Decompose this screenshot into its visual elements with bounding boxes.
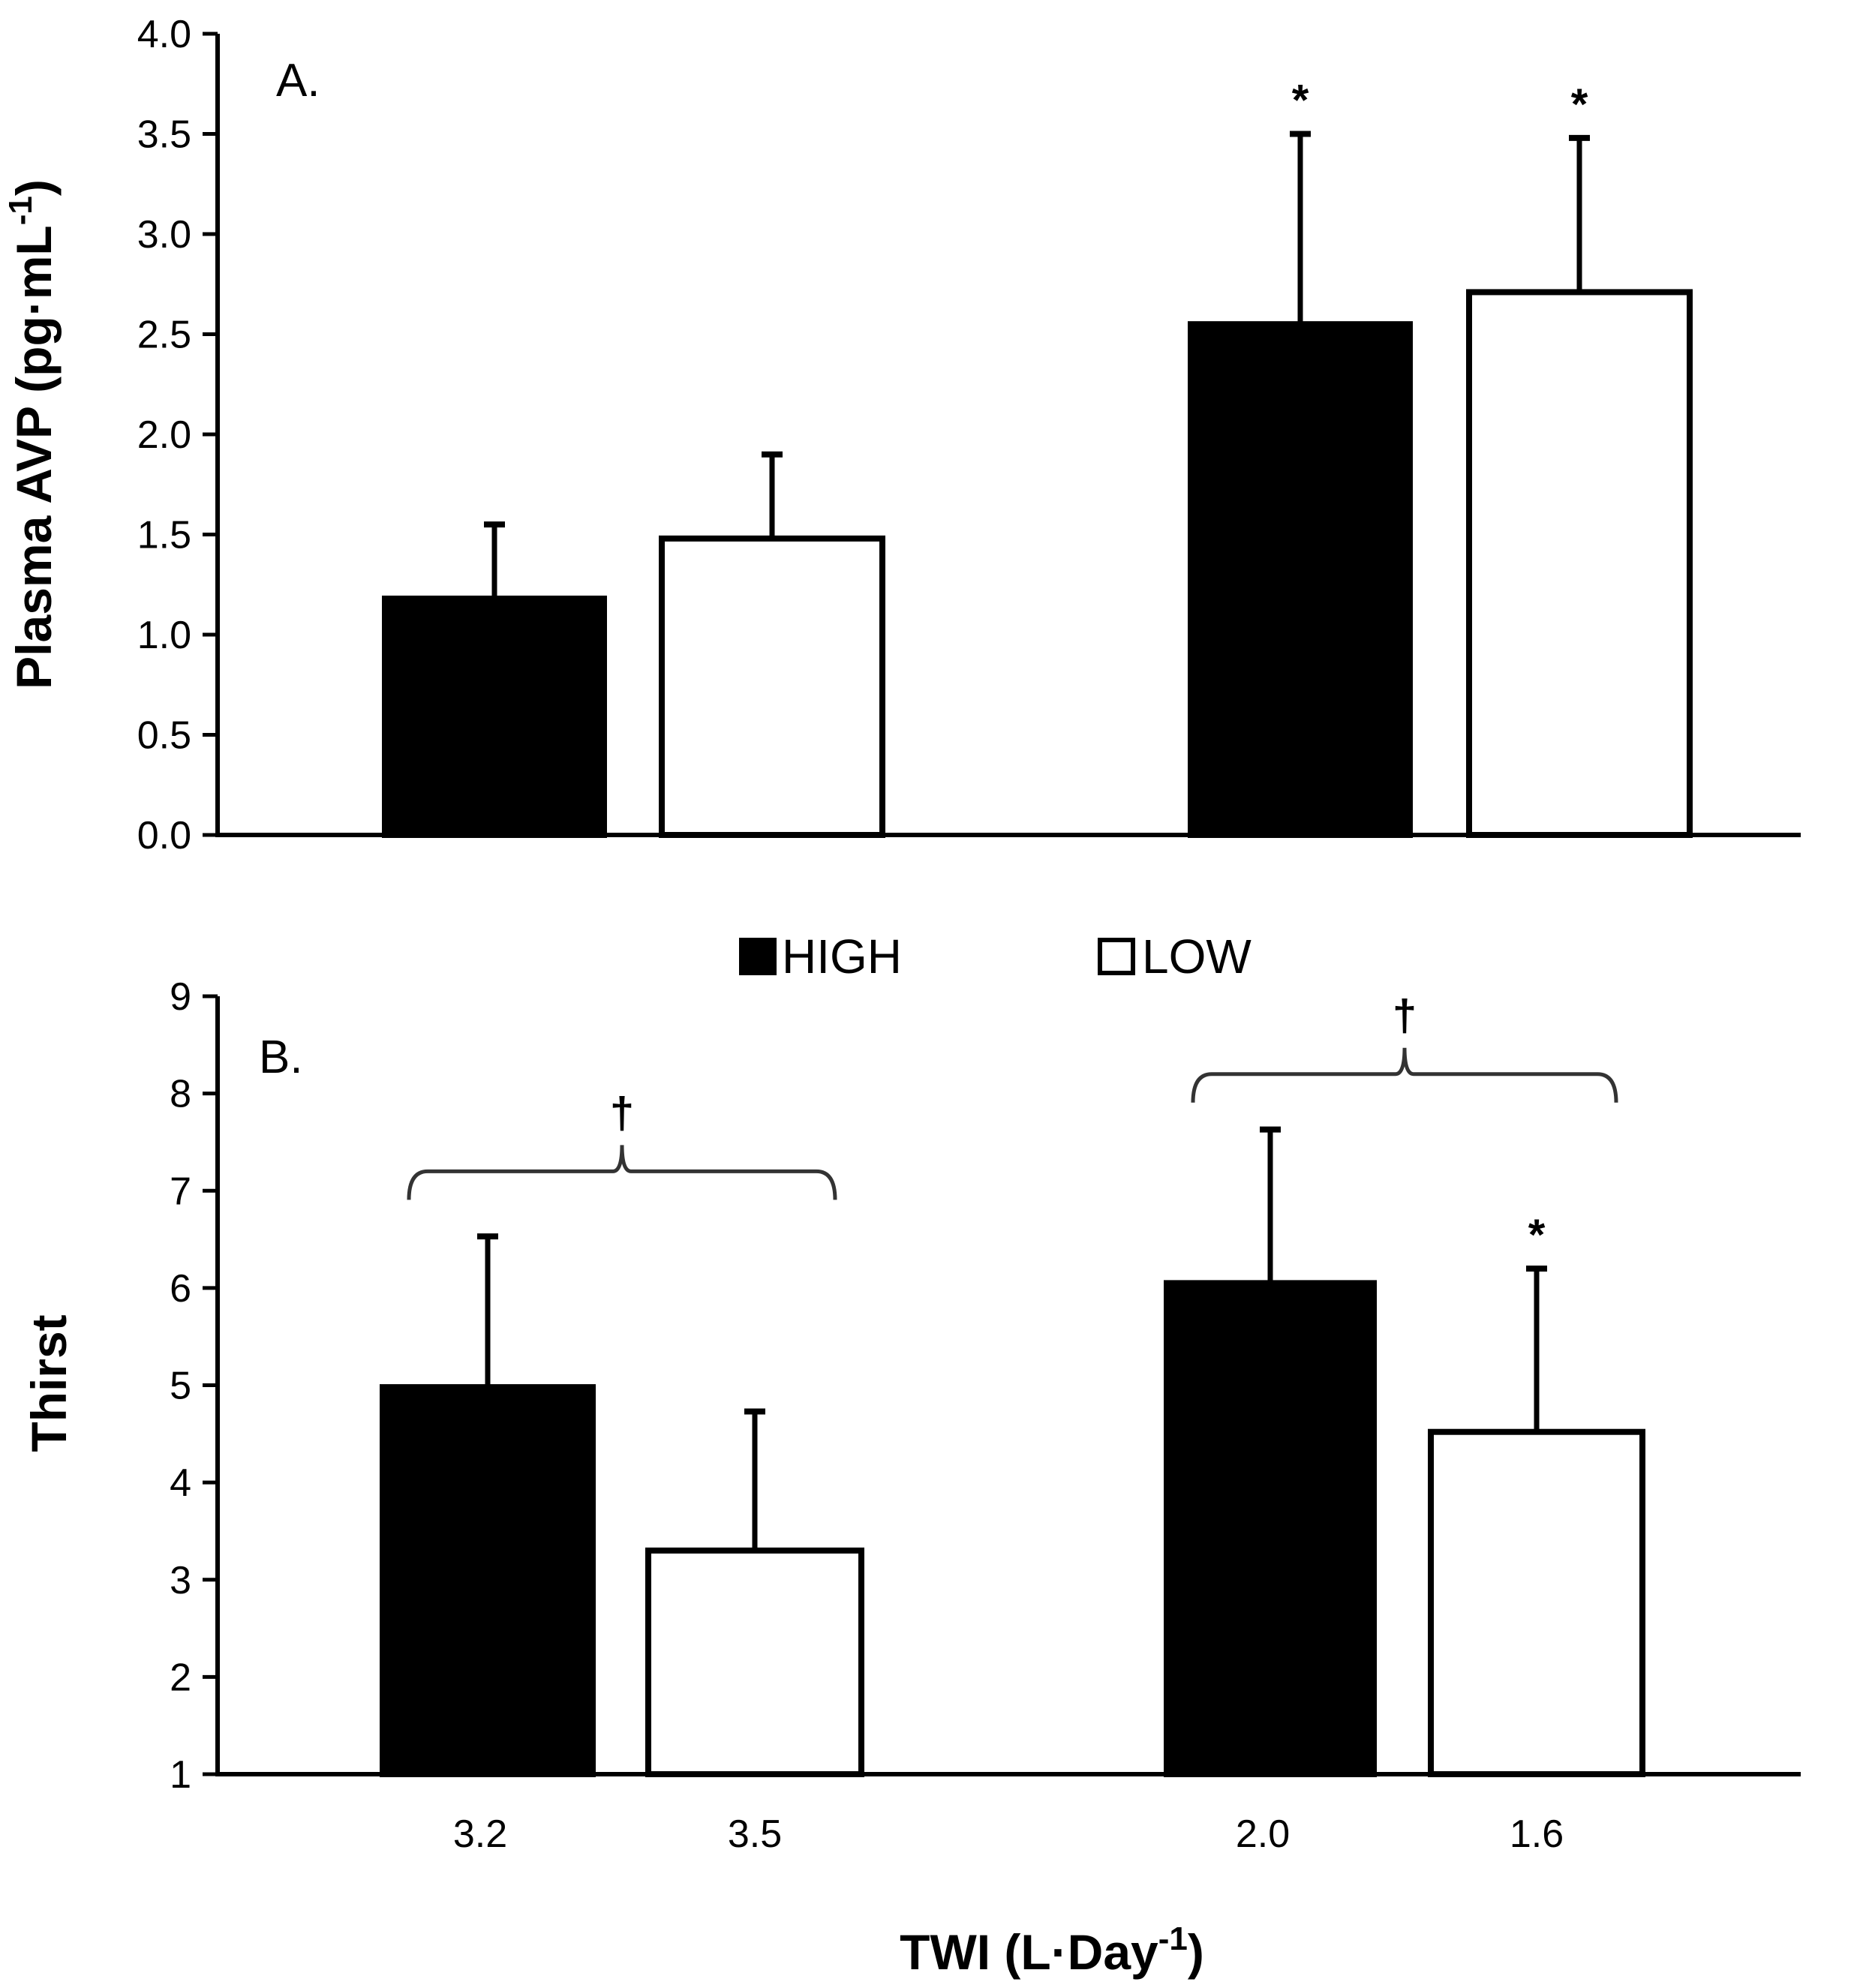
- x-tick-label: 3.5: [728, 1812, 782, 1856]
- significance-bracket: [1191, 1047, 1618, 1103]
- panel-b-x-tick-labels: 3.2 3.5 2.0 1.6: [453, 1812, 1564, 1856]
- panel-a-y-axis-title-end: ): [6, 179, 62, 196]
- y-tick-label: 3: [170, 1559, 191, 1602]
- panel-a-y-axis-title-main: Plasma AVP (pg·mL: [6, 225, 62, 689]
- y-tick-label: 2: [170, 1656, 191, 1699]
- bar-high: [382, 595, 607, 838]
- significance-bracket: [407, 1145, 837, 1200]
- y-tick-label: 0.5: [137, 714, 191, 758]
- y-tick-label: 3.0: [137, 213, 191, 257]
- panel-a-y-ticks: 0.0 0.5 1.0 1.5 2.0 2.5 3.0 3.5 4.0: [137, 13, 218, 857]
- x-axis-title: TWI (L·Day-1): [900, 1920, 1204, 1980]
- y-tick-label: 2.0: [137, 413, 191, 457]
- legend-swatch-low: [1098, 938, 1135, 975]
- y-tick-label: 8: [170, 1073, 191, 1116]
- y-tick-label: 7: [170, 1170, 191, 1213]
- x-axis-title-main: TWI (L·Day: [900, 1924, 1158, 1980]
- panel-a-bars: * *: [382, 77, 1693, 839]
- y-tick-label: 4: [170, 1461, 191, 1505]
- x-axis-title-end: ): [1188, 1924, 1204, 1980]
- bar-high: [380, 1384, 596, 1777]
- significance-dagger: †: [610, 1089, 634, 1137]
- y-tick-label: 4.0: [137, 13, 191, 56]
- panel-b-label: B.: [259, 1032, 303, 1083]
- bar-high: [1164, 1280, 1377, 1778]
- y-tick-label: 2.5: [137, 314, 191, 357]
- x-tick-label: 2.0: [1236, 1812, 1290, 1856]
- x-tick-label: 3.2: [453, 1812, 507, 1856]
- panel-a-y-axis-title: Plasma AVP (pg·mL-1): [2, 179, 62, 689]
- y-tick-label: 6: [170, 1267, 191, 1311]
- bar-low: [659, 535, 885, 839]
- legend: HIGH LOW: [739, 929, 1252, 983]
- y-tick-label: 9: [170, 975, 191, 1019]
- legend-label-low: LOW: [1142, 929, 1252, 983]
- bar-high: [1188, 321, 1413, 838]
- legend-swatch-high: [739, 938, 777, 975]
- y-tick-label: 3.5: [137, 113, 191, 157]
- x-tick-label: 1.6: [1510, 1812, 1564, 1856]
- panel-a-y-axis-title-superscript: -1: [2, 196, 39, 225]
- y-tick-label: 5: [170, 1365, 191, 1408]
- panel-a-plasma-avp: 0.00.51.01.52.02.53.03.54.0 * * A. Plasma…: [2, 13, 1801, 857]
- significance-marker: *: [1528, 1211, 1546, 1260]
- y-tick-label: 1.0: [137, 614, 191, 657]
- panel-b-bars: *: [380, 1126, 1645, 1778]
- significance-marker: *: [1571, 80, 1588, 129]
- panel-b-brackets: ††: [407, 992, 1618, 1200]
- panel-b-y-ticks: 1 2 3 4 5 6 7 8 9: [170, 975, 218, 1797]
- bar-low: [1466, 289, 1693, 838]
- y-tick-label: 1: [170, 1753, 191, 1797]
- significance-marker: *: [1292, 77, 1309, 125]
- bar-low: [645, 1547, 864, 1778]
- significance-dagger: †: [1393, 992, 1417, 1041]
- x-axis-title-superscript: -1: [1158, 1920, 1188, 1957]
- y-tick-label: 0.0: [137, 814, 191, 857]
- y-tick-label: 1.5: [137, 514, 191, 557]
- panel-a-label: A.: [276, 55, 320, 107]
- panel-b-y-axis-title: Thirst: [21, 1314, 77, 1452]
- legend-label-high: HIGH: [782, 929, 902, 983]
- bar-low: [1428, 1428, 1645, 1777]
